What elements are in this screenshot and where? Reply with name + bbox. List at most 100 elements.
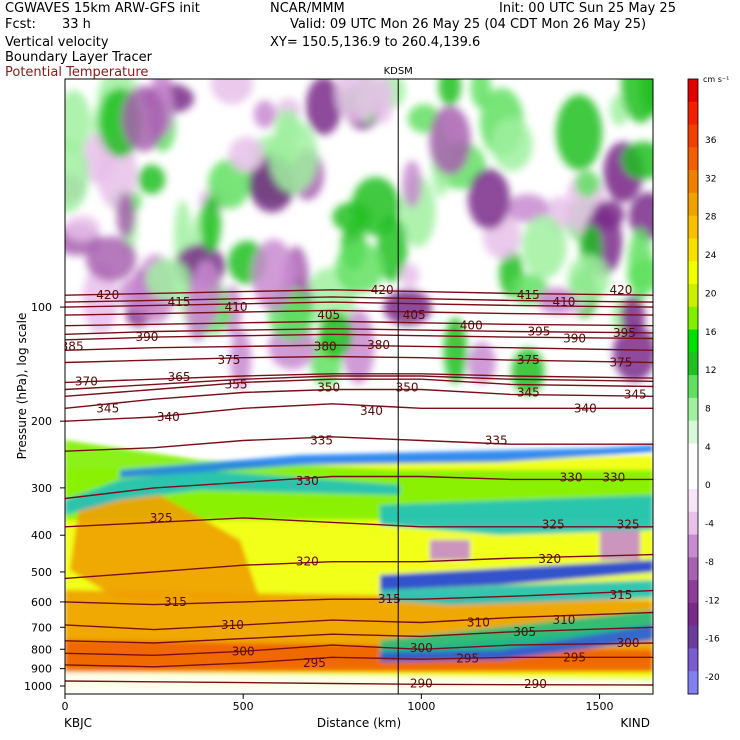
theta-contour-350 bbox=[65, 378, 653, 397]
kdsm-label: KDSM bbox=[384, 66, 413, 77]
theta-label: 375 bbox=[217, 353, 240, 367]
colorbar-swatch bbox=[688, 101, 698, 126]
colorbar-swatch bbox=[688, 648, 698, 672]
colorbar-label: 4 bbox=[705, 443, 711, 453]
y-tick-label: 100 bbox=[31, 301, 52, 314]
colorbar-label: 8 bbox=[705, 405, 711, 415]
theta-label: 395 bbox=[613, 326, 636, 340]
theta-label: 375 bbox=[609, 355, 632, 369]
theta-label: 380 bbox=[314, 339, 337, 353]
theta-label: 340 bbox=[157, 410, 180, 424]
colorbar-swatch bbox=[688, 238, 698, 262]
y-tick-label: 400 bbox=[31, 529, 52, 542]
y-tick-label: 600 bbox=[31, 596, 52, 609]
theta-contour-345 bbox=[65, 388, 653, 409]
theta-label: 315 bbox=[609, 588, 632, 602]
colorbar-swatch bbox=[688, 489, 698, 513]
colorbar-swatch bbox=[688, 625, 698, 649]
theta-label: 330 bbox=[296, 474, 319, 488]
colorbar-swatch bbox=[688, 511, 698, 536]
forecast-hour: 33 h bbox=[62, 17, 91, 32]
y-tick-label: 200 bbox=[31, 415, 52, 428]
theta-label: 415 bbox=[168, 295, 191, 309]
theta-contour-300 bbox=[65, 642, 653, 657]
theta-label: 350 bbox=[396, 380, 419, 394]
y-tick-label: 900 bbox=[31, 663, 52, 676]
colorbar-label: 32 bbox=[705, 174, 716, 184]
colorbar-swatch bbox=[688, 147, 698, 171]
colorbar-swatch bbox=[688, 557, 698, 581]
theta-contour-375 bbox=[65, 355, 653, 364]
colorbar-swatch bbox=[688, 580, 698, 604]
colorbar-swatch bbox=[688, 443, 698, 467]
colorbar-swatch bbox=[688, 602, 698, 627]
colorbar-label: -16 bbox=[705, 635, 720, 645]
colorbar-swatch bbox=[688, 124, 698, 148]
colorbar-swatch bbox=[688, 466, 698, 490]
colorbar-label: -4 bbox=[705, 520, 714, 530]
theta-label: 400 bbox=[460, 319, 483, 333]
theta-label: 320 bbox=[296, 555, 319, 569]
y-tick-label: 500 bbox=[31, 566, 52, 579]
theta-label: 380 bbox=[367, 338, 390, 352]
colorbar-swatch bbox=[688, 306, 698, 331]
init-time: Init: 00 UTC Sun 25 May 25 bbox=[499, 1, 676, 16]
forecast-label: Fcst: bbox=[5, 17, 36, 32]
field-vertical-velocity: Vertical velocity bbox=[5, 35, 109, 50]
theta-label: 420 bbox=[96, 288, 119, 302]
colorbar-frame bbox=[687, 78, 699, 695]
theta-label: 365 bbox=[168, 370, 191, 384]
colorbar-swatch bbox=[688, 261, 698, 285]
theta-label: 330 bbox=[560, 471, 583, 485]
x-tick-label: 1500 bbox=[586, 700, 614, 713]
colorbar-swatch bbox=[688, 192, 698, 217]
theta-contour-365 bbox=[65, 373, 653, 384]
theta-label: 335 bbox=[485, 434, 508, 448]
theta-contour-405 bbox=[65, 309, 653, 316]
colorbar-label: 20 bbox=[705, 289, 717, 299]
theta-contour-390 bbox=[65, 333, 653, 341]
colorbar-swatch bbox=[688, 534, 698, 558]
x-tick-label: 0 bbox=[62, 700, 69, 713]
colorbar-label: 0 bbox=[705, 481, 711, 491]
theta-contour-325 bbox=[65, 517, 653, 528]
y-axis-label: Pressure (hPa), log scale bbox=[15, 313, 29, 460]
theta-label: 310 bbox=[552, 613, 575, 627]
theta-label: 310 bbox=[467, 616, 490, 630]
theta-label: 330 bbox=[602, 471, 625, 485]
theta-label: 355 bbox=[225, 377, 248, 391]
colorbar-unit: cm s⁻¹ bbox=[703, 75, 729, 84]
colorbar-label: 24 bbox=[705, 251, 717, 261]
colorbar: cm s⁻¹ -20 -16 -12 -8 -4 0 4 8 12 16 20 24 28 32 36 bbox=[687, 75, 729, 695]
theta-label: 410 bbox=[225, 300, 248, 314]
colorbar-swatch bbox=[688, 170, 698, 194]
lower-velocity-bands bbox=[65, 440, 653, 694]
y-tick-label: 1000 bbox=[24, 680, 52, 693]
theta-label: 315 bbox=[378, 592, 401, 606]
theta-label: 345 bbox=[624, 387, 647, 401]
theta-label: 345 bbox=[517, 385, 540, 399]
x-tick-label: 500 bbox=[233, 700, 254, 713]
theta-label: 300 bbox=[410, 641, 433, 655]
theta-label: 305 bbox=[513, 625, 536, 639]
colorbar-label: 12 bbox=[705, 366, 716, 376]
theta-label: 375 bbox=[517, 353, 540, 367]
theta-label: 295 bbox=[563, 650, 586, 664]
colorbar-label: 28 bbox=[705, 213, 717, 223]
theta-label: 405 bbox=[317, 308, 340, 322]
theta-label: 300 bbox=[232, 644, 255, 658]
theta-contour-310 bbox=[65, 611, 653, 631]
y-tick-label: 300 bbox=[31, 482, 52, 495]
theta-contour-305 bbox=[65, 626, 653, 644]
theta-contour-340 bbox=[65, 403, 653, 422]
theta-label: 340 bbox=[360, 404, 383, 418]
theta-label: 320 bbox=[538, 552, 561, 566]
valid-time: Valid: 09 UTC Mon 26 May 25 (04 CDT Mon … bbox=[290, 17, 647, 32]
colorbar-swatch bbox=[688, 329, 698, 353]
colorbar-label: 36 bbox=[705, 136, 717, 146]
theta-contour-380 bbox=[65, 344, 653, 351]
theta-label: 290 bbox=[524, 677, 547, 691]
station-right-label: KIND bbox=[620, 716, 650, 730]
colorbar-label: -8 bbox=[705, 558, 714, 568]
